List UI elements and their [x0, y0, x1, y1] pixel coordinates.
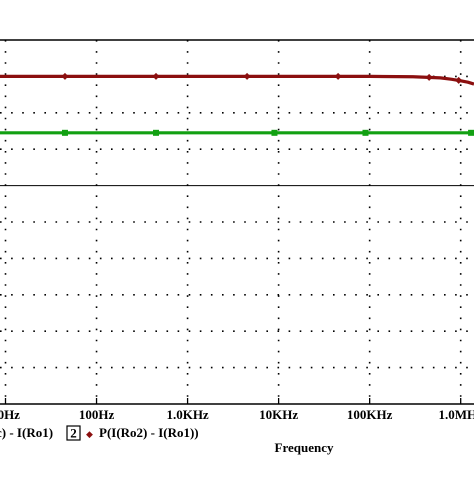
series-2-point: [468, 129, 474, 136]
x-tick-label: 100Hz: [79, 407, 115, 422]
series-1-point: [425, 73, 433, 81]
series-1-point: [455, 76, 463, 84]
x-tick-label: 1.0MHz: [438, 407, 474, 422]
axes-frame: [0, 39, 474, 405]
legend-marker-icon: ◆: [86, 429, 93, 439]
x-tick-label: 10KHz: [259, 407, 298, 422]
series-2-point: [153, 129, 160, 136]
series-layer: [0, 72, 474, 136]
series-1-point: [61, 72, 69, 80]
legend-axis-marker: 2: [70, 426, 77, 441]
series-1-point: [243, 72, 251, 80]
series-2-point: [362, 129, 369, 136]
x-tick-label: 10Hz: [0, 407, 20, 422]
grid: [0, 40, 474, 404]
legend: c) - I(Ro1) 2 ◆ P(I(Ro2) - I(Ro1)): [0, 425, 199, 441]
legend-text-2: P(I(Ro2) - I(Ro1)): [99, 425, 199, 440]
x-tick-labels: 10Hz 100Hz 1.0KHz 10KHz 100KHz 1.0MHz: [0, 407, 474, 422]
series-line-1: [0, 74, 474, 86]
x-tick-label: 100KHz: [347, 407, 393, 422]
x-tick-label: 1.0KHz: [166, 407, 208, 422]
legend-text-1: c) - I(Ro1): [0, 425, 53, 440]
series-2-point: [61, 129, 68, 136]
series-2-point: [271, 129, 278, 136]
legend-axis-marker-box: [66, 425, 81, 441]
x-axis-title: Frequency: [275, 440, 334, 455]
series-1-point: [334, 72, 342, 80]
series-1-point: [152, 72, 160, 80]
